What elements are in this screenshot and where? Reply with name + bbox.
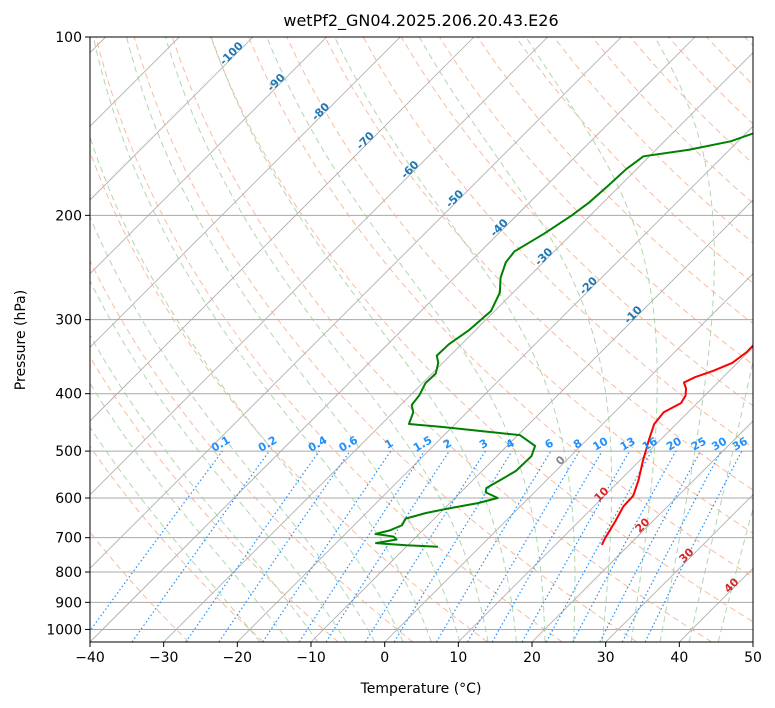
dry-adiabat-line (515, 37, 753, 284)
mixing-ratio-line (90, 450, 223, 632)
axes: −40 −30 −20 −10 0 10 20 30 40 50 100 200 300 400 500 60… (46, 30, 762, 666)
isotherm-line (90, 37, 622, 569)
moist-adiabat-line (334, 37, 576, 642)
x-tick-label: −40 (75, 650, 105, 666)
y-tick-label: 600 (55, 491, 82, 507)
moist-adiabat-line (210, 37, 517, 642)
moist-adiabat-line (90, 382, 290, 642)
moist-adiabat-line (90, 135, 404, 642)
moist-adiabat-line (90, 334, 319, 642)
plot-frame (89, 36, 754, 643)
isotherm-line (90, 37, 696, 642)
y-tick-label: 700 (55, 531, 82, 547)
y-tick-label: 400 (55, 387, 82, 403)
y-tick-label: 500 (55, 444, 82, 460)
mixing-ratio-line (644, 450, 743, 642)
dry-adiabat-line (210, 37, 753, 623)
mixing-ratio-line (298, 450, 425, 642)
x-tick-label: 10 (449, 650, 467, 666)
y-tick-label: 1000 (46, 622, 82, 638)
mixing-ratio-line (521, 450, 631, 642)
x-axis-label: Temperature (°C) (360, 681, 482, 697)
moist-adiabat-line (418, 37, 613, 642)
isotherm-line (90, 37, 548, 496)
moist-adiabat-line (90, 215, 376, 642)
y-tick-label: 900 (55, 595, 82, 611)
chart-title: wetPf2_GN04.2025.206.20.43.E26 (283, 11, 558, 31)
isotherm-line (605, 494, 753, 642)
isotherm-line (384, 273, 753, 642)
isotherm-line (90, 37, 254, 201)
moist-adiabat-line (90, 426, 261, 642)
dry-adiabat-line (90, 356, 339, 642)
background-lines (90, 37, 753, 642)
isotherm-line (90, 37, 475, 422)
mixing-ratio-line (325, 450, 450, 642)
mixing-ratio-line (262, 450, 392, 642)
mixing-ratio-line (545, 450, 653, 642)
dewpoint-line (374, 132, 753, 548)
mixing-ratio-line (218, 450, 351, 642)
dry-adiabat-line (286, 37, 753, 534)
mixing-ratio-line (393, 450, 513, 642)
dry-adiabat-line (90, 445, 264, 642)
isotherm-line (531, 420, 753, 642)
moist-adiabat-line (717, 506, 753, 642)
x-tick-label: 30 (597, 650, 615, 666)
dry-adiabat-line (90, 259, 414, 642)
x-tick-label: 40 (670, 650, 688, 666)
temperature-line (600, 344, 753, 546)
dry-adiabat-line (324, 37, 753, 491)
y-tick-label: 800 (55, 565, 82, 581)
moist-adiabat-line (164, 37, 489, 642)
dry-adiabat-line (95, 37, 563, 642)
x-tick-label: −20 (223, 650, 253, 666)
isotherm-line (458, 346, 753, 642)
moist-adiabat-line (266, 37, 546, 642)
isotherm-line (163, 52, 753, 642)
moist-adiabat-line (654, 37, 715, 642)
moist-adiabat-line (126, 37, 461, 642)
y-axis-label: Pressure (hPa) (13, 290, 29, 390)
profile-series (374, 132, 753, 548)
x-tick-label: −10 (296, 650, 326, 666)
isotherm-line (90, 37, 327, 275)
dry-adiabat-line (171, 37, 712, 642)
mixing-ratio-line (131, 450, 270, 642)
x-tick-label: 0 (380, 650, 389, 666)
isotherm-line (90, 37, 401, 348)
y-tick-label: 300 (55, 313, 82, 329)
x-tick-label: 20 (523, 650, 541, 666)
mixing-ratio-line (185, 450, 320, 642)
moist-adiabat-line (688, 358, 753, 642)
y-tick-label: 100 (55, 30, 82, 46)
moist-adiabat-line (525, 37, 658, 642)
x-tick-label: 50 (744, 650, 762, 666)
mixing-ratio-line (572, 450, 677, 642)
x-tick-label: −30 (149, 650, 179, 666)
moist-adiabat-line (92, 37, 432, 642)
dry-adiabat-line (248, 37, 753, 578)
y-tick-label: 200 (55, 208, 82, 224)
